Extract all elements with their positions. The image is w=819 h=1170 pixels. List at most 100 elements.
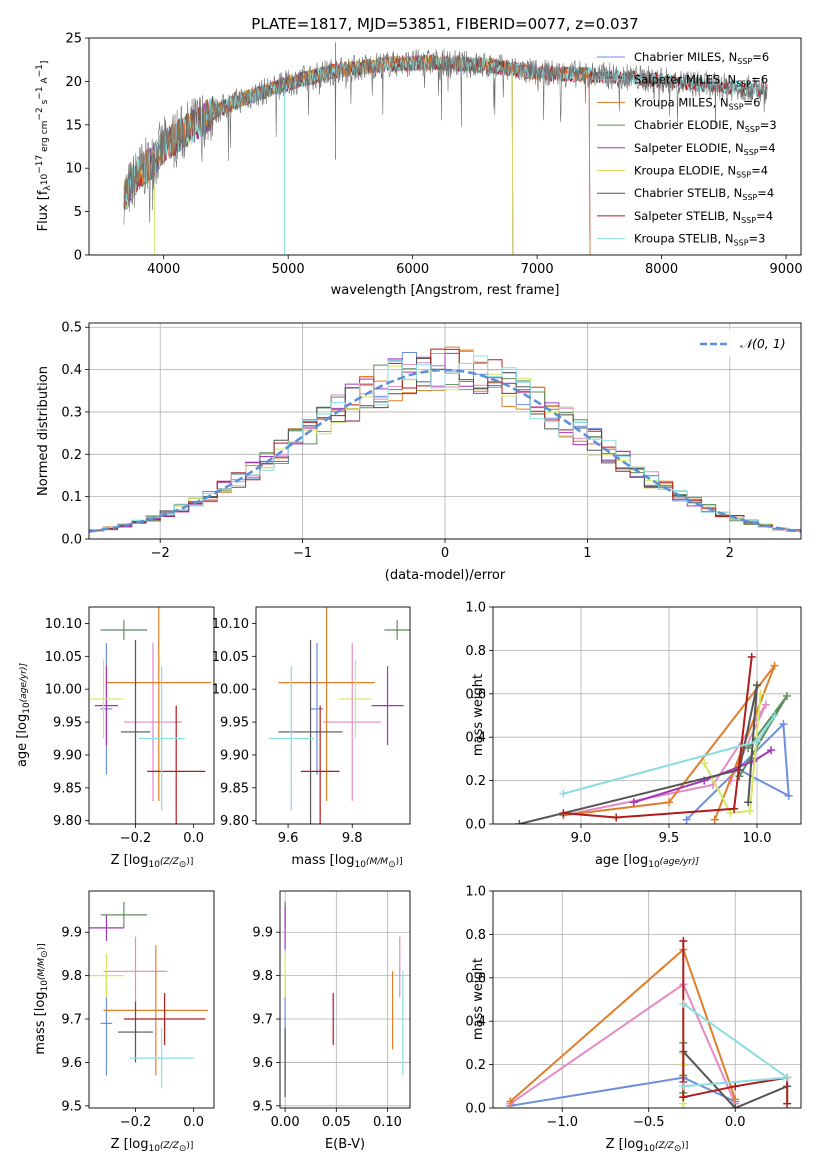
plot-area <box>515 652 793 824</box>
axes-frame <box>492 890 802 1109</box>
mass-vs-extinction-plot: 0.00 0.05 0.10 9.5 9.6 9.7 9.8 9.9 <box>252 890 411 1130</box>
legend-label-text: Salpeter STELIB, N <box>634 209 741 223</box>
legend-label-sub: SSP <box>741 216 756 225</box>
y-tick-label: 0.8 <box>465 644 486 659</box>
mass-weight-line <box>703 693 762 815</box>
x-tick-label: 7000 <box>521 262 554 277</box>
y-tick-label: 9.8 <box>61 969 82 984</box>
y-tick-label: 9.8 <box>252 969 273 984</box>
mass-vs-metallicity-plot: −0.2 0.09.59.69.79.89.9Z [log10(Z/Z⊙)]mas… <box>33 890 215 1154</box>
axis-label-part: mass [log <box>291 853 354 868</box>
axis-label-part: −1 <box>35 86 45 99</box>
y-tick-label: 10.05 <box>45 650 82 665</box>
mass-weight-vs-metallicity-plot: −1.0 −0.5 0.0 0.0 0.2 0.4 0.6 0.8 1.0 Z [log10(Z/… <box>465 885 802 1154</box>
x-tick-label: 4000 <box>147 262 180 277</box>
axis-label-part: ⊙ <box>388 860 396 870</box>
y-tick-label: 0.6 <box>465 687 486 702</box>
y-tick-label: 25 <box>65 32 82 47</box>
spectrum-x-axis-label: wavelength [Angstrom, rest frame] <box>331 283 560 298</box>
legend-label-sub: SSP <box>737 57 752 66</box>
x-tick-label: 0.0 <box>725 1115 746 1130</box>
axis-label-part: 10 <box>22 702 32 714</box>
y-tick-label: 9.95 <box>53 716 82 731</box>
x-tick-label: 0.00 <box>271 1115 300 1130</box>
axis-label-part: 10 <box>40 174 50 186</box>
axis-label-part: (Z/Z <box>160 1141 180 1151</box>
axis-label-part: ⊙ <box>179 1144 187 1154</box>
axis-label-part: 10 <box>149 860 161 870</box>
age-vs-mass-plot: 9.6 9.8 9.80 9.85 9.90 9.95 10.00 10.05 10.10 mas… <box>212 606 411 870</box>
legend-label: Kroupa STELIB, NSSP=3 <box>634 232 765 248</box>
x-tick-label: 0.0 <box>183 831 204 846</box>
legend-label-text: Kroupa STELIB, N <box>634 232 734 246</box>
legend-label-text: Salpeter ELODIE, N <box>634 141 744 155</box>
x-tick-label: 0.0 <box>183 1115 204 1130</box>
axis-label-part: ⊙ <box>674 1144 682 1154</box>
y-tick-label: 9.7 <box>61 1013 82 1028</box>
residual-histogram-plot: −2 −1 0 1 2 0.0 0.1 0.2 0.3 0.4 0.5 <box>61 321 802 561</box>
axis-label-part: 10 <box>644 1144 656 1154</box>
x-tick-label: 8000 <box>645 262 678 277</box>
y-tick-label: 0.0 <box>465 1102 486 1117</box>
gaussian-reference-curve <box>89 368 801 533</box>
age-z-x-axis-label: Z [log10(Z/Z⊙)] <box>111 853 194 870</box>
axis-label-part: −17 <box>35 155 45 174</box>
y-tick-label: 9.7 <box>252 1013 273 1028</box>
y-tick-label: 0.5 <box>61 321 82 336</box>
legend-label-sub: SSP <box>742 193 757 202</box>
y-tick-label: 1.0 <box>465 885 486 900</box>
axis-label-part: erg cm <box>40 121 50 155</box>
y-tick-label: 9.5 <box>252 1099 273 1114</box>
legend-label-text: Chabrier ELODIE, N <box>634 118 745 132</box>
axis-label-part: (age/yr)] <box>660 857 700 867</box>
axis-label-part: )] <box>186 1141 193 1151</box>
x-tick-label: 0.05 <box>322 1115 351 1130</box>
legend-label-suffix: =6 <box>752 50 769 64</box>
axes-frame <box>255 606 411 825</box>
x-tick-label: 9.6 <box>278 831 299 846</box>
x-tick-label: −1.0 <box>546 1115 578 1130</box>
observed-spectrum-line <box>123 48 768 225</box>
axis-label-part: )] <box>396 857 403 867</box>
mass-weight-line <box>633 749 772 804</box>
axis-label-part: (Z/Z <box>160 857 180 867</box>
legend-label-suffix: =4 <box>757 186 774 200</box>
legend-label-text: Chabrier STELIB, N <box>634 186 742 200</box>
age-mass-x-axis-label: mass [log10(M/M⊙)] <box>291 853 402 870</box>
y-tick-label: 10.00 <box>45 683 82 698</box>
legend-label: Salpeter STELIB, NSSP=4 <box>634 209 773 225</box>
legend-label-suffix: =6 <box>744 95 761 109</box>
axis-label-part: Z [log <box>111 1137 149 1152</box>
x-tick-label: −0.5 <box>633 1115 665 1130</box>
axis-label-part: 10 <box>40 980 50 992</box>
mass-weight-line <box>682 1050 788 1108</box>
y-tick-label: 0.2 <box>465 774 486 789</box>
mass-weight-line <box>563 656 753 819</box>
massweight-age-x-axis-label: age [log10(age/yr)] <box>595 853 700 870</box>
y-tick-label: 0.4 <box>61 363 82 378</box>
y-tick-label: 0.6 <box>465 971 486 986</box>
legend-label-text: Chabrier MILES, N <box>634 50 737 64</box>
y-tick-label: 1.0 <box>465 601 486 616</box>
mass-weight-line <box>510 1076 736 1107</box>
model-spectrum-line <box>123 54 591 255</box>
histogram-step-line <box>89 348 801 532</box>
legend-label-suffix: =4 <box>751 164 768 178</box>
age-vs-metallicity-plot: −0.2 0.0 9.80 9.85 9.90 9.95 10.00 10.05 10.10 Z … <box>15 606 215 870</box>
y-tick-label: 9.85 <box>220 781 249 796</box>
age-z-y-axis-label: age [log10(age/yr)] <box>15 662 32 767</box>
axis-label-part: Flux [f <box>36 190 51 231</box>
y-tick-label: 0.0 <box>465 818 486 833</box>
y-tick-label: 9.6 <box>252 1056 273 1071</box>
y-tick-label: 0.2 <box>61 448 82 463</box>
y-tick-label: 0.0 <box>61 533 82 548</box>
axis-label-part: (Z/Z <box>655 1141 675 1151</box>
y-tick-label: 9.6 <box>61 1056 82 1071</box>
plot-area <box>89 901 209 1089</box>
plot-area <box>506 936 792 1108</box>
legend-label-sub: SSP <box>729 102 744 111</box>
y-tick-label: 0.4 <box>465 1015 486 1030</box>
axes-frame <box>492 606 802 825</box>
y-tick-label: 9.95 <box>220 716 249 731</box>
y-tick-label: 10.00 <box>212 683 249 698</box>
